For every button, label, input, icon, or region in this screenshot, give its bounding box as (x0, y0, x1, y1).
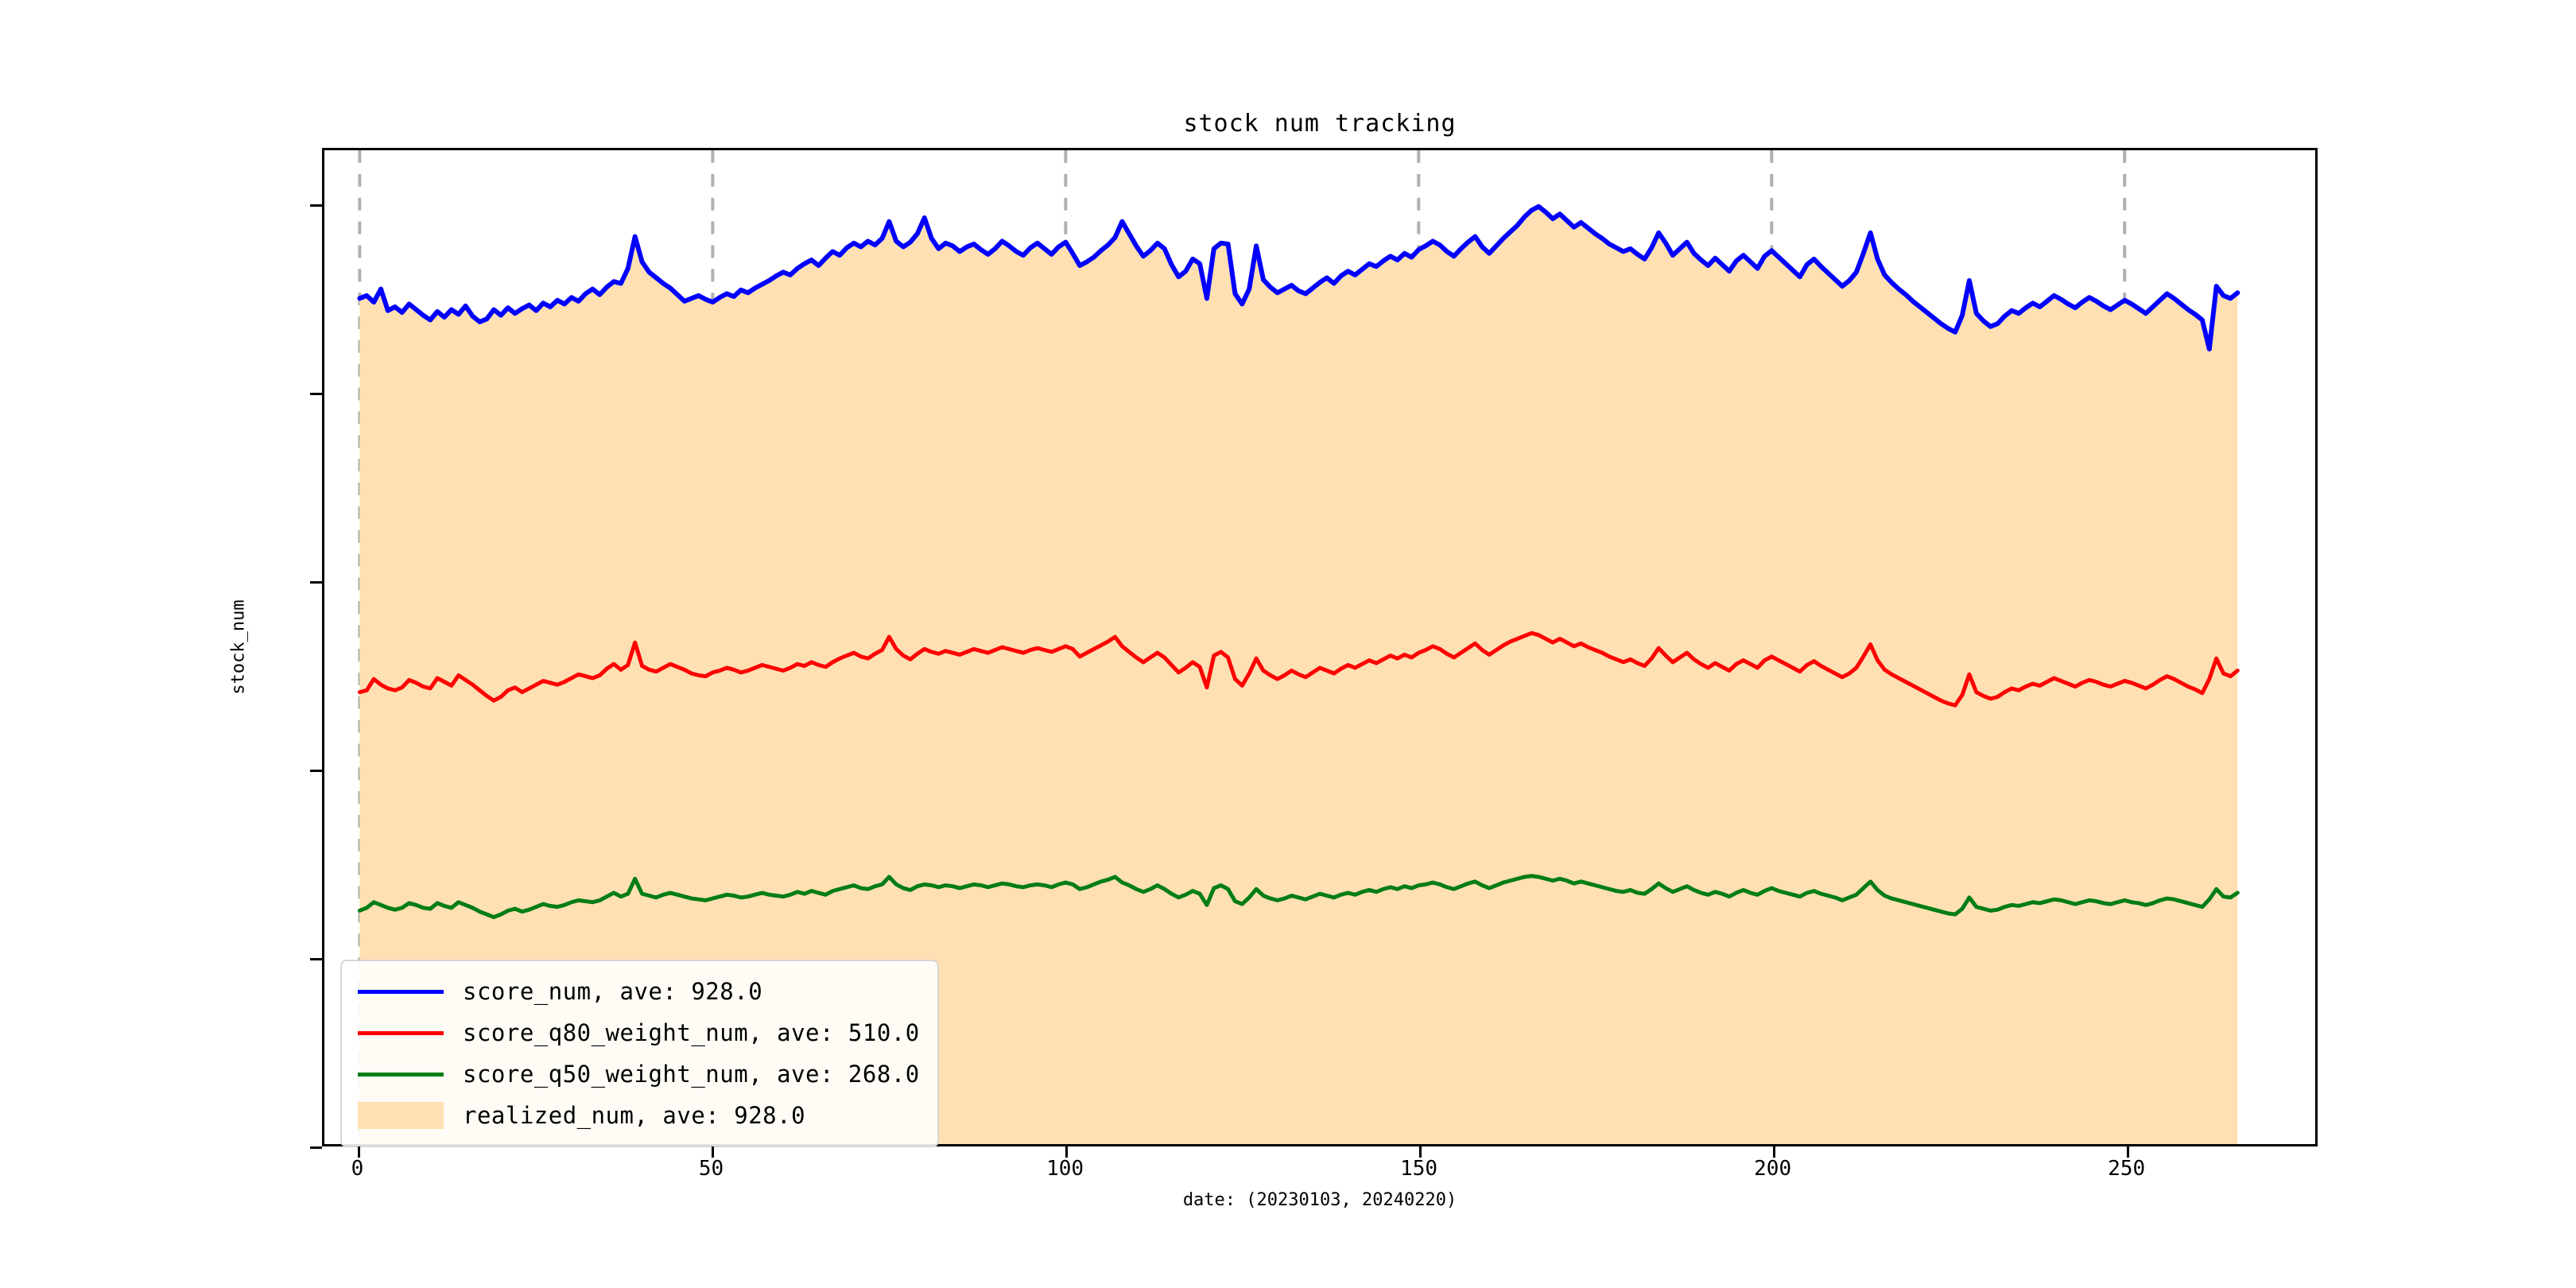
y-tick-mark (310, 393, 322, 396)
y-tick-mark (310, 770, 322, 773)
legend-swatch (353, 1102, 448, 1129)
page-title: stock num tracking (1183, 110, 1457, 138)
legend-item[interactable]: realized_num, ave: 928.0 (353, 1095, 920, 1136)
y-tick-mark (310, 204, 322, 208)
y-tick-mark (310, 1146, 322, 1149)
legend-label: score_q50_weight_num, ave: 268.0 (463, 1061, 920, 1088)
legend-label: realized_num, ave: 928.0 (463, 1102, 806, 1129)
x-tick-label: 100 (1046, 1157, 1084, 1181)
chart-legend: score_num, ave: 928.0 score_q80_weight_nu… (340, 960, 939, 1147)
legend-swatch (353, 1030, 448, 1035)
x-tick-label: 50 (698, 1157, 724, 1181)
y-axis-label: stock_num (228, 599, 249, 695)
legend-swatch (353, 989, 448, 994)
legend-item[interactable]: score_q80_weight_num, ave: 510.0 (353, 1012, 920, 1053)
x-tick-label: 0 (351, 1157, 364, 1181)
series-line-score-q80-weight-num (357, 630, 2240, 708)
x-tick-mark (711, 1146, 714, 1158)
x-tick-label: 250 (2108, 1157, 2146, 1181)
x-axis-label: date: (20230103, 20240220) (1182, 1190, 1457, 1210)
legend-label: score_num, ave: 928.0 (463, 978, 763, 1005)
series-line-score-q50-weight-num (357, 874, 2240, 920)
x-tick-mark (1772, 1146, 1775, 1158)
x-tick-mark (2126, 1146, 2129, 1158)
x-tick-mark (1418, 1146, 1422, 1158)
legend-label: score_q80_weight_num, ave: 510.0 (463, 1019, 920, 1046)
x-tick-label: 150 (1400, 1157, 1438, 1181)
legend-swatch (353, 1072, 448, 1077)
y-tick-mark (310, 581, 322, 584)
series-line-score-num (357, 204, 2240, 351)
x-tick-mark (1065, 1146, 1068, 1158)
legend-line-swatch (358, 1072, 444, 1077)
y-tick-mark (310, 958, 322, 961)
legend-item[interactable]: score_num, ave: 928.0 (353, 971, 920, 1012)
legend-line-swatch (358, 1030, 444, 1035)
x-tick-mark (357, 1146, 360, 1158)
legend-area-patch (358, 1102, 444, 1129)
chart-svg (357, 150, 2240, 1144)
legend-item[interactable]: score_q50_weight_num, ave: 268.0 (353, 1053, 920, 1095)
legend-line-swatch (358, 989, 444, 994)
x-tick-label: 200 (1754, 1157, 1792, 1181)
